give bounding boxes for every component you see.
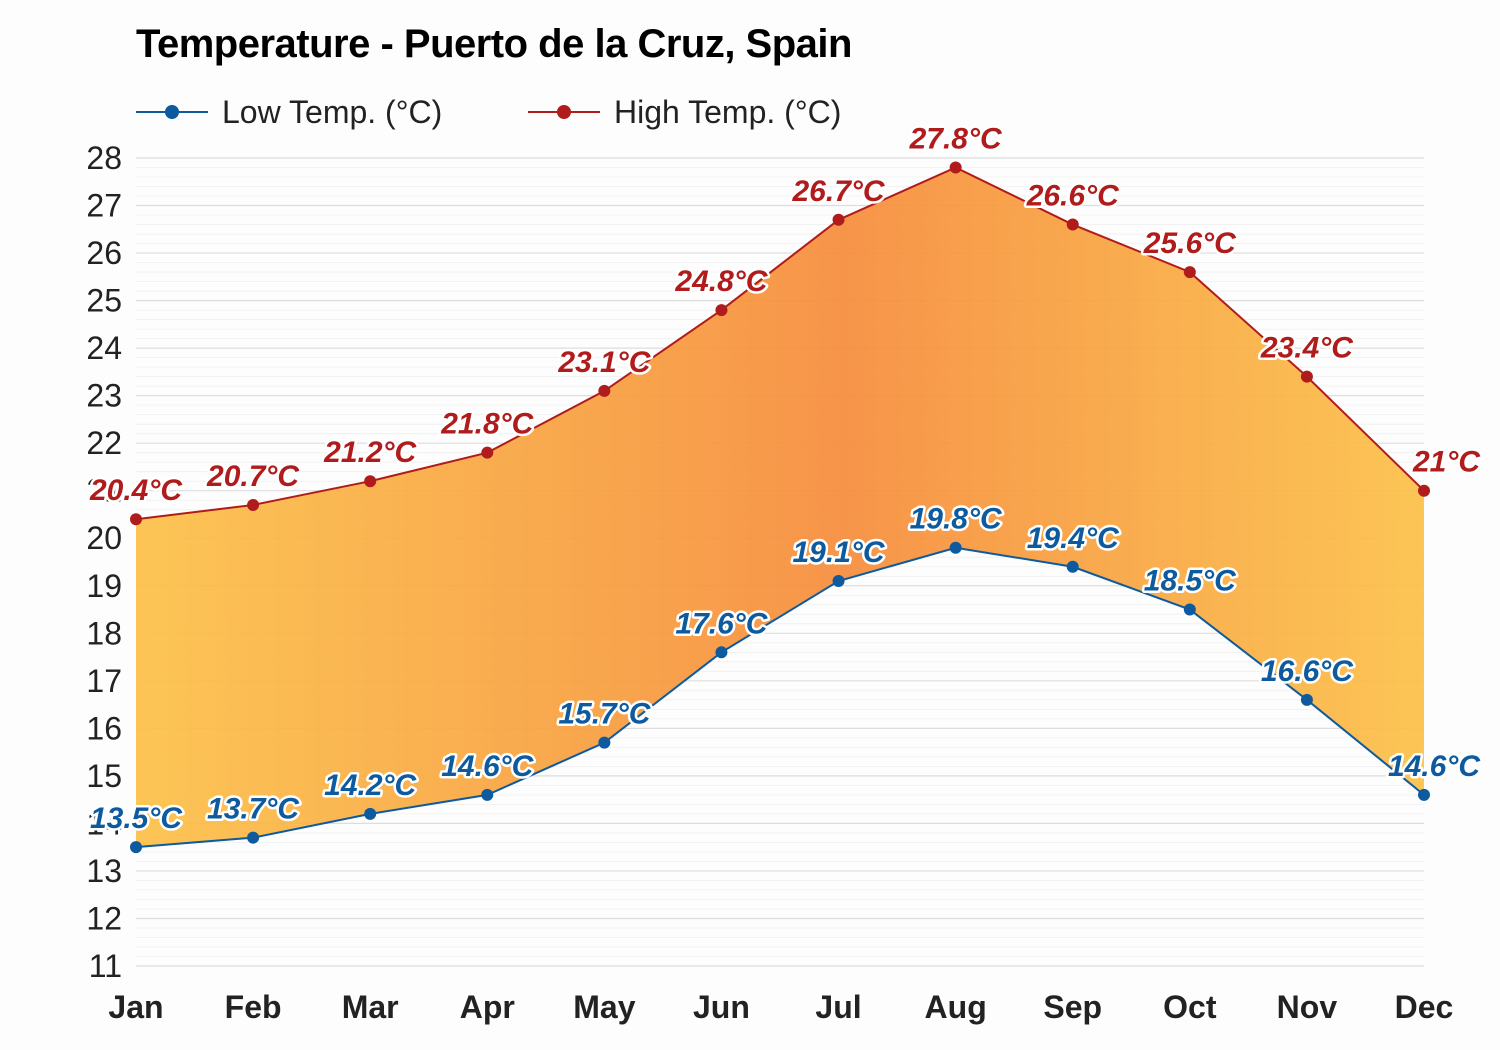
legend-item-high[interactable]: High Temp. (°C) [528, 90, 841, 134]
high-temp-point[interactable] [1300, 370, 1313, 383]
low-temp-data-label: 19.4°C [1027, 522, 1120, 555]
y-tick-label: 17 [86, 663, 122, 699]
temperature-range-band [136, 167, 1424, 848]
high-temp-data-label: 27.8°C [909, 123, 1003, 156]
high-temp-point[interactable] [364, 475, 377, 488]
low-temp-data-label: 13.5°C [90, 802, 183, 835]
low-temp-data-label: 15.7°C [558, 698, 651, 731]
y-tick-label: 28 [86, 140, 122, 176]
low-temp-data-label: 18.5°C [1144, 565, 1237, 598]
low-temp-data-label: 13.7°C [207, 793, 300, 826]
low-temp-point[interactable] [715, 646, 728, 659]
legend-low-swatch-icon [136, 90, 208, 134]
high-temp-point[interactable] [1183, 266, 1196, 279]
low-temp-data-label: 16.6°C [1261, 655, 1354, 688]
high-temp-point[interactable] [1066, 218, 1079, 231]
y-tick-label: 16 [86, 710, 122, 746]
y-tick-label: 11 [89, 948, 122, 984]
x-tick-label: Mar [342, 989, 399, 1025]
low-temp-point[interactable] [130, 841, 142, 854]
legend-high-swatch-icon [528, 90, 600, 134]
high-temp-point[interactable] [247, 498, 260, 511]
x-tick-label: May [573, 989, 635, 1025]
series-lines [135, 166, 1425, 849]
low-temp-data-label: 14.2°C [324, 769, 417, 802]
data-labels: 13.5°C 13.7°C 14.2°C 14.6°C 15.7°C 17.6°C 19.1… [86, 120, 1483, 838]
low-temp-point[interactable] [949, 541, 962, 554]
x-tick-label: Aug [925, 989, 987, 1025]
high-temp-data-label: 21.8°C [440, 408, 534, 441]
high-temp-point[interactable] [832, 213, 845, 226]
y-tick-label: 12 [86, 900, 122, 936]
high-temp-point[interactable] [130, 513, 142, 526]
high-temp-point[interactable] [949, 161, 962, 174]
high-temp-data-label: 26.6°C [1026, 180, 1120, 213]
y-tick-label: 26 [86, 235, 122, 271]
low-temp-data-label: 17.6°C [675, 607, 768, 640]
y-tick-label: 23 [86, 378, 122, 414]
low-temp-data-label: 19.8°C [910, 503, 1003, 536]
x-axis-ticks: Jan Feb Mar Apr May Jun Jul Aug Sep Oct Nov Dec [108, 989, 1453, 1025]
high-temp-data-label: 26.7°C [792, 175, 886, 208]
x-tick-label: Dec [1395, 989, 1454, 1025]
high-temp-data-label: 20.7°C [206, 460, 300, 493]
low-temp-data-label: 14.6°C [441, 750, 534, 783]
y-tick-label: 18 [86, 615, 122, 651]
low-temp-point[interactable] [364, 807, 377, 820]
y-tick-label: 22 [86, 425, 122, 461]
y-tick-label: 25 [86, 283, 122, 319]
low-temp-point[interactable] [832, 575, 845, 588]
x-tick-label: Nov [1277, 989, 1338, 1025]
y-tick-label: 13 [86, 853, 122, 889]
legend-item-low[interactable]: Low Temp. (°C) [136, 90, 442, 134]
chart-title: Temperature - Puerto de la Cruz, Spain [136, 22, 852, 66]
x-tick-label: Jan [108, 989, 163, 1025]
y-tick-label: 15 [86, 758, 122, 794]
x-tick-label: Oct [1163, 989, 1217, 1025]
low-temp-point[interactable] [1066, 560, 1079, 573]
y-tick-label: 14 [86, 805, 122, 841]
x-tick-label: Jul [815, 989, 861, 1025]
high-temp-data-label: 25.6°C [1143, 227, 1237, 260]
high-temp-data-label: 21°C [1412, 446, 1481, 479]
range-band-area [136, 167, 1424, 848]
y-tick-label: 20 [86, 520, 122, 556]
x-tick-label: Feb [225, 989, 282, 1025]
data-points [130, 161, 1430, 854]
low-temp-line [135, 546, 1425, 849]
low-temp-point[interactable] [247, 831, 260, 844]
low-temp-point[interactable] [1300, 693, 1313, 706]
x-tick-label: Sep [1043, 989, 1102, 1025]
y-axis-ticks: 11 12 13 14 15 16 17 18 19 20 21 22 23 24 25 26 27 28 [86, 140, 122, 984]
high-temp-data-label: 24.8°C [674, 265, 768, 298]
high-temp-data-label: 23.4°C [1260, 332, 1354, 365]
high-temp-data-label: 21.2°C [323, 436, 417, 469]
high-temp-point[interactable] [598, 384, 611, 397]
low-temp-point[interactable] [1418, 788, 1430, 801]
y-tick-label: 21 [86, 473, 122, 509]
high-temp-data-label: 23.1°C [557, 346, 651, 379]
y-tick-label: 19 [86, 568, 122, 604]
low-temp-data-label: 14.6°C [1388, 750, 1481, 783]
high-temp-data-label: 20.4°C [89, 474, 183, 507]
high-temp-point[interactable] [715, 304, 728, 317]
high-temp-line [135, 166, 1425, 521]
y-tick-label: 24 [86, 330, 122, 366]
low-temp-data-label: 19.1°C [793, 536, 886, 569]
high-temp-point[interactable] [1418, 484, 1430, 497]
x-tick-label: Jun [693, 989, 750, 1025]
legend-low-label: Low Temp. (°C) [222, 93, 443, 130]
low-temp-point[interactable] [481, 788, 494, 801]
x-tick-label: Apr [460, 989, 515, 1025]
low-temp-point[interactable] [598, 736, 611, 749]
low-temp-point[interactable] [1183, 603, 1196, 616]
y-tick-label: 27 [86, 188, 122, 224]
high-temp-point[interactable] [481, 446, 494, 459]
legend-high-label: High Temp. (°C) [614, 93, 842, 130]
